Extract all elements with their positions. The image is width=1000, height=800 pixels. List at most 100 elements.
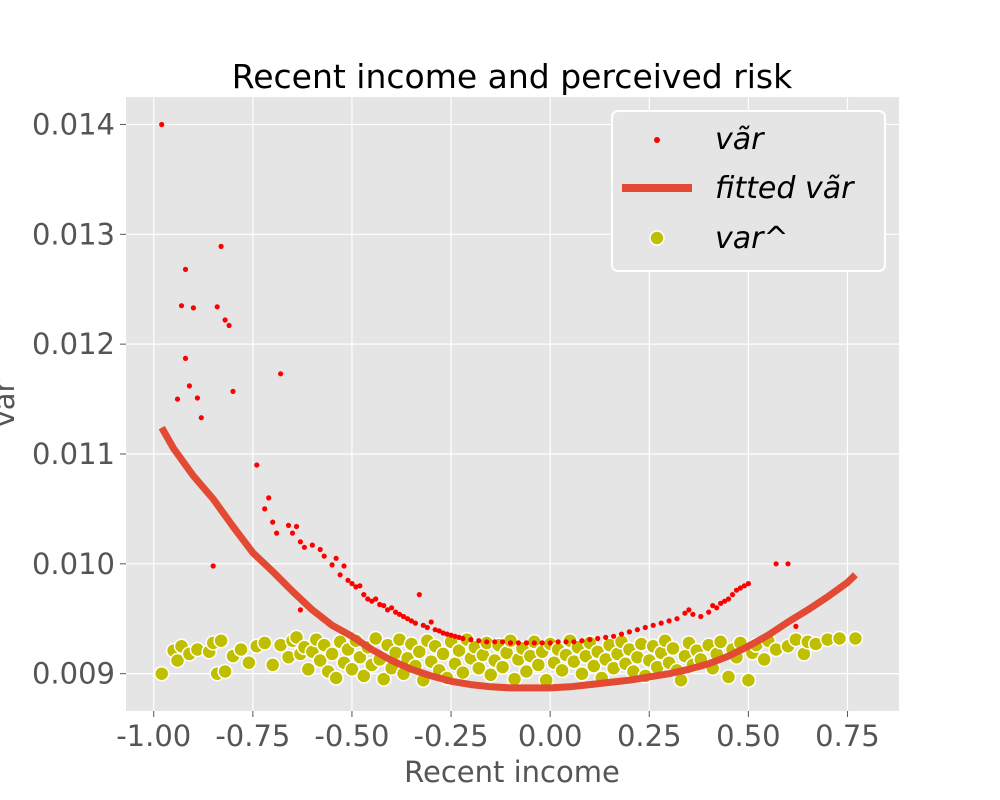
var-tilde-point [297, 539, 303, 545]
legend-label-var-hat: var^ [715, 221, 789, 256]
var-tilde-point [357, 583, 363, 589]
legend-label-var-tilde: vãr [715, 122, 765, 157]
var-hat-point [586, 658, 602, 674]
var-hat-point [494, 659, 511, 675]
var-tilde-point [349, 581, 355, 587]
var-tilde-point [194, 395, 200, 401]
y-tick-label: 0.014 [32, 107, 115, 141]
var-hat-point [712, 634, 729, 650]
var-tilde-point [159, 121, 165, 128]
var-tilde-point [186, 383, 192, 389]
var-tilde-point [690, 611, 696, 617]
x-tick-label: -0.25 [414, 719, 489, 753]
var-tilde-point [737, 585, 744, 591]
var-tilde-point [686, 607, 692, 613]
y-tick-label: 0.013 [32, 217, 115, 251]
var-tilde-point [270, 519, 276, 525]
var-tilde-point [579, 638, 585, 644]
var-hat-point [740, 672, 757, 688]
fitted-line [158, 425, 858, 692]
var-tilde-point [555, 639, 561, 645]
var-tilde-point [301, 544, 307, 550]
var-tilde-point [539, 640, 545, 646]
var-tilde-point [698, 613, 704, 620]
var-hat-point [352, 649, 368, 665]
var-tilde-point [254, 462, 260, 468]
var-tilde-point [174, 396, 181, 402]
var-tilde-point [456, 634, 462, 641]
var-hat-point [411, 643, 428, 660]
var-tilde-point [650, 622, 656, 628]
var-tilde-point [389, 605, 395, 611]
var-hat-point [554, 662, 570, 679]
y-tick-labels: 0.009 0.010 0.011 0.012 0.013 0.014 [32, 107, 126, 691]
var-tilde-point [412, 620, 418, 626]
var-tilde-point [420, 622, 426, 628]
y-tick-label: 0.009 [32, 657, 115, 691]
var-hat-point [264, 657, 281, 673]
var-tilde-point [285, 522, 292, 529]
var-tilde-point [369, 598, 375, 604]
var-tilde-point [377, 601, 383, 608]
chart-title: Recent income and perceived risk [232, 57, 793, 96]
var-tilde-point [718, 600, 724, 607]
var-tilde-point [714, 605, 720, 611]
x-tick-label: 0.50 [716, 719, 781, 753]
var-tilde-point [396, 611, 403, 617]
x-tick-label: -0.50 [314, 719, 389, 753]
var-hat-point [451, 642, 467, 659]
var-tilde-point [329, 562, 335, 568]
var-tilde-point [274, 530, 280, 536]
var-hat-point [435, 646, 451, 662]
var-tilde-point [460, 635, 466, 642]
var-tilde-point [452, 633, 458, 639]
var-tilde-point [178, 303, 185, 309]
var-tilde-point [321, 553, 327, 559]
y-tick-label: 0.011 [32, 437, 115, 471]
var-tilde-point [531, 640, 537, 646]
var-hat-point [213, 632, 229, 649]
var-hat-point [665, 640, 681, 657]
var-tilde-point [297, 607, 303, 613]
var-tilde-point [432, 627, 438, 633]
var-tilde-point [710, 603, 716, 609]
var-tilde-point [547, 640, 553, 646]
var-tilde-point [333, 555, 339, 561]
var-tilde-point [436, 628, 442, 634]
var-tilde-point [634, 627, 641, 633]
x-tick-label: -0.75 [215, 719, 290, 753]
var-tilde-point [404, 616, 411, 622]
legend: vãr fitted vãr var^ [611, 110, 886, 272]
var-tilde-point [289, 530, 296, 536]
var-hat-point [356, 668, 372, 684]
var-hat-point [518, 663, 535, 680]
y-axis-label: var [0, 380, 21, 427]
var-hat-point [324, 646, 340, 662]
var-tilde-point [365, 596, 371, 602]
var-tilde-point [218, 243, 224, 249]
var-tilde-point [381, 603, 387, 609]
series-layer [153, 121, 864, 692]
var-tilde-point [706, 609, 712, 615]
x-axis-label: Recent income [404, 755, 620, 789]
var-hat-point [241, 654, 257, 671]
legend-box [611, 110, 886, 272]
var-tilde-point [373, 596, 379, 602]
var-hat-point [344, 661, 360, 678]
var-hat-point [367, 630, 384, 647]
var-hat-point [256, 635, 273, 651]
var-tilde-point [222, 317, 228, 323]
var-hat-point [375, 671, 392, 687]
var-tilde-point [214, 304, 220, 310]
var-hat-point [831, 630, 848, 647]
var-tilde-point [444, 631, 450, 637]
var-tilde-point [571, 639, 577, 645]
var-hat-point [482, 667, 499, 683]
var-tilde-point [440, 630, 446, 636]
var-tilde-point [484, 639, 490, 645]
var-hat-point [233, 641, 249, 658]
var-hat-point [847, 630, 864, 647]
var-tilde-point [785, 561, 791, 567]
var-hat-point [288, 629, 305, 646]
